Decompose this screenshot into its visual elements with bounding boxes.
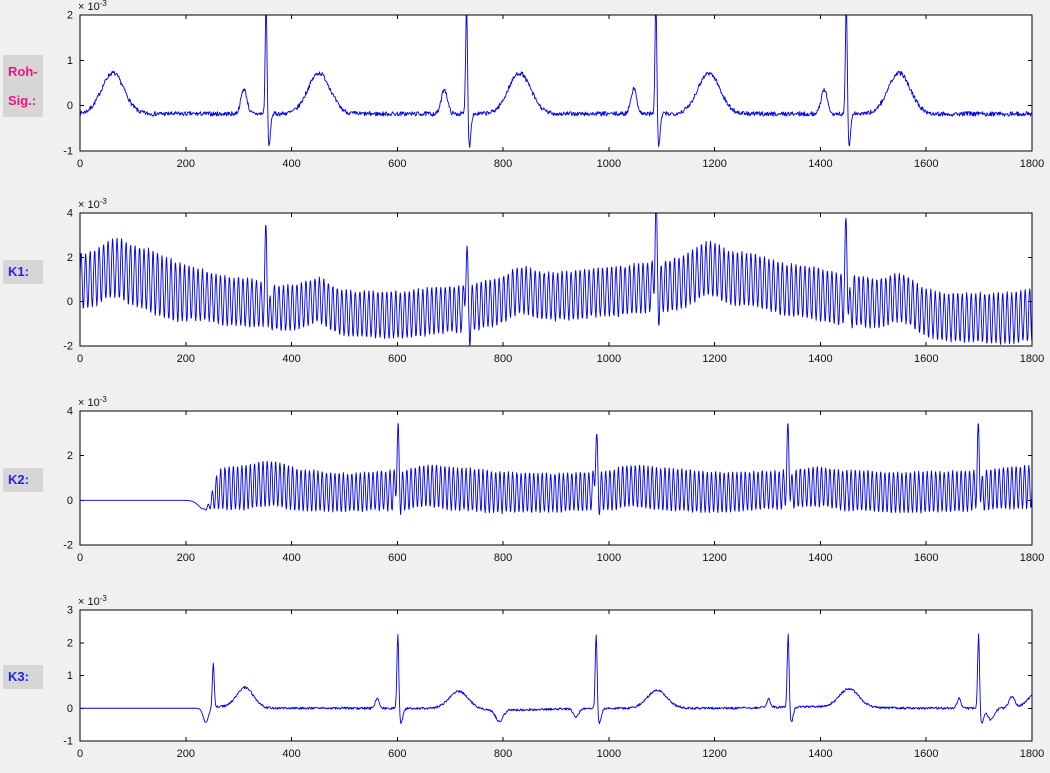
svg-text:1400: 1400: [808, 552, 832, 564]
svg-text:1600: 1600: [914, 748, 938, 760]
y-scale-exponent: × 10-3: [78, 395, 107, 409]
svg-text:2: 2: [67, 637, 73, 649]
svg-text:800: 800: [494, 158, 512, 170]
svg-text:600: 600: [388, 353, 406, 365]
axes-1: 0 200 400 600 800 1000 1200 1400 1600 1800 -2 0 2 4 × …: [63, 197, 1044, 365]
svg-text:4: 4: [67, 406, 73, 418]
svg-text:1200: 1200: [702, 748, 726, 760]
svg-text:0: 0: [77, 748, 83, 760]
signal-label-k2: K2:: [3, 468, 43, 492]
svg-text:1200: 1200: [702, 158, 726, 170]
axes-2: 0 200 400 600 800 1000 1200 1400 1600 1800 -2 0 2 4 × …: [63, 395, 1044, 564]
svg-text:1000: 1000: [597, 353, 621, 365]
svg-text:200: 200: [177, 158, 195, 170]
signal-label-roh-sig: Roh- Sig.:: [3, 55, 43, 117]
svg-text:2: 2: [67, 252, 73, 264]
svg-text:200: 200: [177, 353, 195, 365]
svg-text:1800: 1800: [1020, 353, 1044, 365]
svg-text:1200: 1200: [702, 353, 726, 365]
y-scale-exponent: × 10-3: [78, 594, 107, 608]
svg-text:200: 200: [177, 552, 195, 564]
axes-0: 0 200 400 600 800 1000 1200 1400 1600 1800 -1 0 1 2 × …: [63, 0, 1044, 170]
svg-text:-1: -1: [63, 146, 73, 158]
svg-text:400: 400: [282, 552, 300, 564]
signal-label-line: Sig.:: [8, 93, 37, 108]
svg-text:600: 600: [388, 552, 406, 564]
signal-label-line: K1:: [8, 264, 29, 279]
svg-text:-2: -2: [63, 540, 73, 552]
signal-label-line: K3:: [8, 669, 29, 684]
svg-text:1600: 1600: [914, 353, 938, 365]
signal-label-k1: K1:: [3, 260, 43, 284]
svg-text:1400: 1400: [808, 353, 832, 365]
svg-text:0: 0: [77, 158, 83, 170]
axes-3: 0 200 400 600 800 1000 1200 1400 1600 1800 -1 0 1 2 3 ×…: [63, 594, 1044, 760]
svg-text:1600: 1600: [914, 158, 938, 170]
svg-text:-2: -2: [63, 341, 73, 353]
svg-text:1600: 1600: [914, 552, 938, 564]
svg-text:800: 800: [494, 552, 512, 564]
svg-text:0: 0: [67, 495, 73, 507]
y-scale-exponent: × 10-3: [78, 197, 107, 211]
svg-text:200: 200: [177, 748, 195, 760]
svg-text:0: 0: [77, 353, 83, 365]
svg-text:400: 400: [282, 158, 300, 170]
svg-text:1400: 1400: [808, 158, 832, 170]
svg-text:1000: 1000: [597, 158, 621, 170]
svg-text:0: 0: [67, 703, 73, 715]
svg-text:1: 1: [67, 670, 73, 682]
svg-text:1000: 1000: [597, 552, 621, 564]
svg-text:600: 600: [388, 748, 406, 760]
svg-text:0: 0: [67, 296, 73, 308]
svg-text:800: 800: [494, 748, 512, 760]
signal-label-k3: K3:: [3, 665, 43, 689]
svg-text:1800: 1800: [1020, 748, 1044, 760]
svg-text:2: 2: [67, 450, 73, 462]
svg-text:1000: 1000: [597, 748, 621, 760]
svg-text:4: 4: [67, 208, 73, 220]
svg-text:600: 600: [388, 158, 406, 170]
svg-text:1800: 1800: [1020, 552, 1044, 564]
signal-label-line: Roh-: [8, 64, 38, 79]
svg-text:1200: 1200: [702, 552, 726, 564]
svg-text:0: 0: [67, 100, 73, 112]
svg-text:-1: -1: [63, 736, 73, 748]
svg-text:3: 3: [67, 605, 73, 617]
svg-text:400: 400: [282, 353, 300, 365]
svg-text:1400: 1400: [808, 748, 832, 760]
svg-text:0: 0: [77, 552, 83, 564]
signal-label-line: K2:: [8, 472, 29, 487]
svg-text:2: 2: [67, 10, 73, 22]
svg-text:1: 1: [67, 55, 73, 67]
svg-text:1800: 1800: [1020, 158, 1044, 170]
y-scale-exponent: × 10-3: [78, 0, 107, 13]
svg-text:400: 400: [282, 748, 300, 760]
svg-text:800: 800: [494, 353, 512, 365]
